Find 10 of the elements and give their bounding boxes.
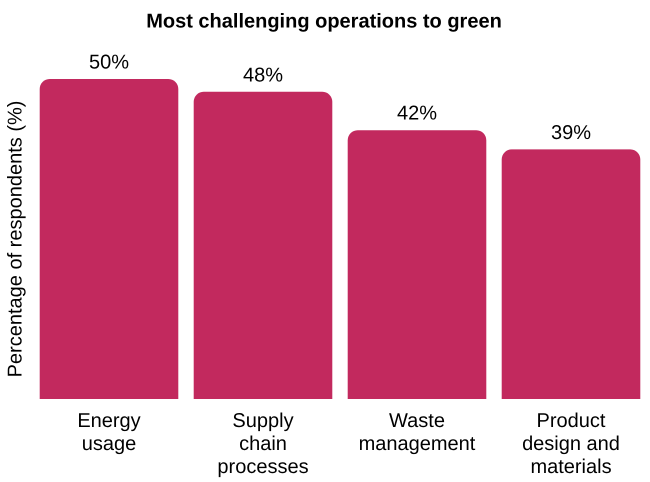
x-tick-label: Product design and materials [522,410,620,478]
y-axis-title: Percentage of respondents (%) [4,100,27,378]
data-label: 39% [550,122,592,144]
chart-title: Most challenging operations to green [146,10,502,33]
x-tick-label: Energy usage [77,410,141,456]
data-label: 48% [242,64,284,86]
x-tick-label: Waste management [358,410,476,456]
data-label: 42% [396,102,438,125]
x-tick-label: Supply chain processes [217,410,309,478]
data-label: 50% [88,52,130,74]
